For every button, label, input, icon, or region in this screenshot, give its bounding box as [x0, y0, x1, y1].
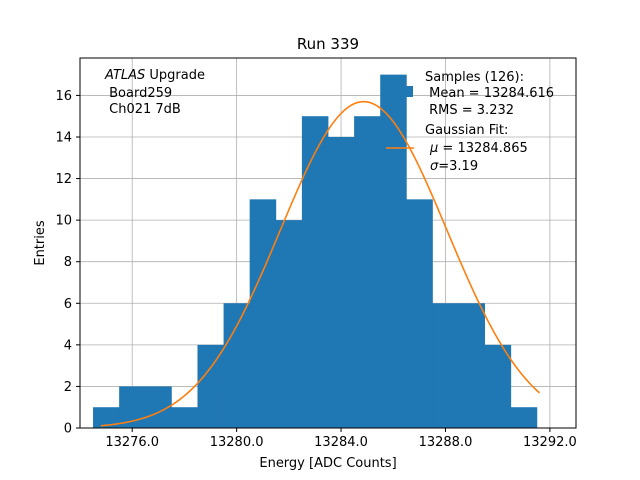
histogram-bar-15	[484, 344, 512, 428]
y-tick-label-6: 12	[55, 172, 72, 187]
legend-sigma-value: =3.19	[438, 159, 478, 174]
legend: Samples (126): Mean = 13284.616 RMS = 3.…	[386, 70, 554, 174]
y-tick-label-4: 8	[64, 255, 72, 270]
legend-mu-symbol: μ	[429, 141, 438, 156]
y-tick-label-0: 0	[64, 422, 72, 437]
x-tick-label-1: 13280.0	[210, 435, 264, 450]
legend-fit-header: Gaussian Fit:	[425, 123, 508, 138]
histogram-bar-13	[432, 303, 459, 428]
legend-samples-mean: Mean = 13284.616	[425, 86, 554, 101]
fit-layer	[100, 100, 540, 427]
x-tick-label-4: 13292.0	[523, 435, 577, 450]
atlas-annotation: ATLAS Upgrade Board259 Ch021 7dB	[104, 68, 205, 117]
y-tick-label-8: 16	[55, 89, 72, 104]
annotation-upgrade: Upgrade	[145, 68, 205, 83]
legend-fit-mu: μ = 13284.865	[429, 141, 528, 156]
histogram-bar-8	[301, 116, 329, 429]
y-tick-label-1: 2	[64, 380, 72, 395]
histogram-bar-9	[328, 136, 355, 428]
gaussian-fit-line	[100, 100, 540, 427]
legend-samples-rms: RMS = 3.232	[425, 103, 514, 118]
x-tick-label-3: 13288.0	[419, 435, 473, 450]
legend-samples-header: Samples (126):	[425, 70, 524, 85]
annotation-board: Board259	[105, 86, 172, 101]
histogram-bar-3	[171, 407, 198, 428]
histogram-bar-11	[380, 74, 407, 428]
y-tick-label-7: 14	[55, 130, 72, 145]
histogram-bar-16	[510, 407, 538, 428]
x-tick-label-2: 13284.0	[314, 435, 368, 450]
legend-fit-sigma: σ=3.19	[430, 159, 478, 174]
histogram-bar-7	[275, 220, 303, 428]
annotation-line-1: ATLAS Upgrade	[104, 68, 205, 83]
histogram-bar-5	[223, 303, 251, 428]
histogram-bar-12	[406, 199, 433, 428]
histogram-bar-6	[249, 199, 277, 428]
histogram-bar-14	[458, 303, 486, 428]
y-tick-label-2: 4	[64, 338, 72, 353]
chart-title: Run 339	[297, 35, 359, 53]
x-axis-title: Energy [ADC Counts]	[259, 456, 396, 471]
annotation-channel: Ch021 7dB	[105, 102, 181, 117]
y-tick-label-5: 10	[55, 214, 72, 229]
ticks-layer: 13276.0 13280.0 13284.0 13288.0 13292.0 0 2 4 6 8…	[55, 89, 576, 450]
y-axis-title: Entries	[33, 220, 48, 266]
legend-sigma-symbol: σ	[430, 159, 439, 174]
histogram-bar-10	[354, 116, 381, 429]
x-tick-label-0: 13276.0	[105, 435, 159, 450]
y-tick-label-3: 6	[64, 297, 72, 312]
legend-mu-value: = 13284.865	[438, 141, 527, 156]
plot-frame	[79, 57, 577, 429]
histogram-bar-0	[93, 407, 120, 428]
histogram-bar-4	[197, 344, 224, 428]
annotation-atlas: ATLAS	[104, 68, 145, 83]
legend-samples-swatch	[387, 86, 413, 97]
